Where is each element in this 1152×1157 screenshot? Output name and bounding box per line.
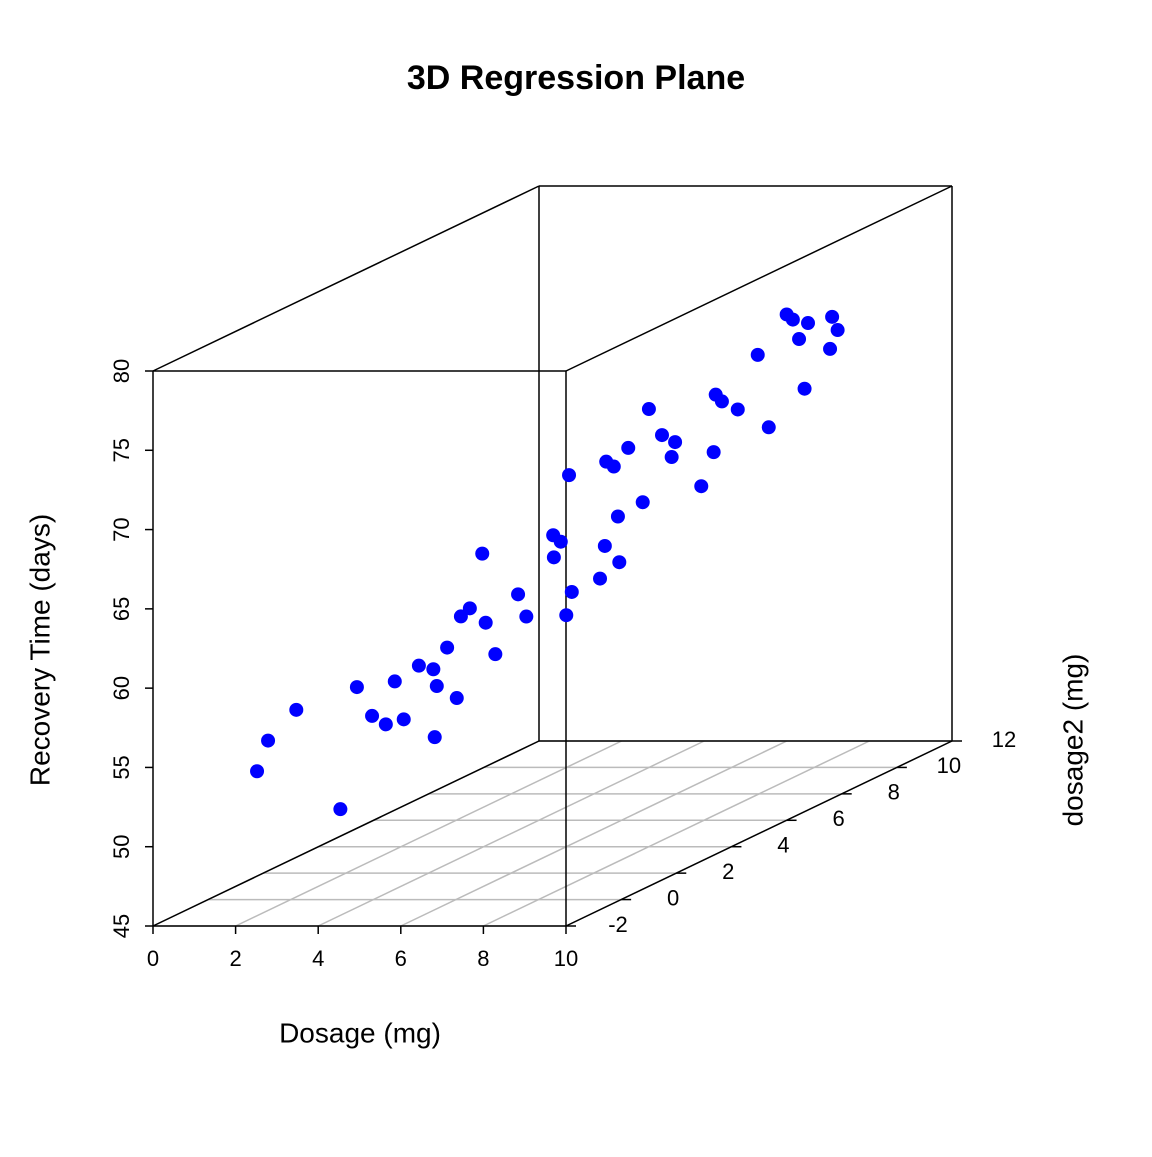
box-edge — [565, 740, 953, 927]
y-tick-label: 10 — [937, 753, 961, 778]
point — [553, 534, 568, 549]
y-tick-label: 0 — [667, 885, 679, 910]
x-tick-label: 0 — [147, 946, 159, 971]
point — [396, 712, 411, 727]
point — [429, 679, 444, 694]
point — [612, 555, 627, 570]
point — [761, 420, 776, 435]
point — [606, 459, 621, 474]
x-tick-label: 2 — [229, 946, 241, 971]
box-edge — [152, 740, 540, 927]
y-tick-label: 8 — [888, 780, 900, 805]
z-tick-label: 75 — [109, 438, 134, 462]
z-tick-label: 65 — [109, 597, 134, 621]
point — [801, 316, 816, 331]
point — [694, 479, 709, 494]
point — [426, 662, 441, 677]
point — [519, 609, 534, 624]
z-axis-title: Recovery Time (days) — [24, 514, 55, 786]
y-tick-label: 6 — [832, 806, 844, 831]
point — [546, 550, 561, 565]
point — [365, 708, 380, 723]
point — [378, 717, 393, 732]
point — [511, 587, 526, 602]
y-tick-label: 2 — [722, 859, 734, 884]
x-tick-label: 8 — [477, 946, 489, 971]
point — [730, 402, 745, 417]
point — [478, 615, 493, 630]
x-tick-label: 4 — [312, 946, 324, 971]
point — [593, 571, 608, 586]
x-axis-title: Dosage (mg) — [279, 1017, 441, 1048]
y-tick-label: 12 — [992, 727, 1016, 752]
grid-line — [400, 740, 788, 927]
point — [289, 702, 304, 717]
box-edge — [565, 185, 953, 372]
grid-line — [483, 740, 870, 927]
point — [562, 468, 577, 483]
point — [825, 309, 840, 324]
point — [411, 658, 426, 673]
point — [664, 450, 679, 465]
point — [750, 347, 765, 362]
point — [333, 802, 348, 817]
point — [488, 647, 503, 662]
point — [641, 402, 656, 417]
point — [261, 733, 276, 748]
point — [349, 680, 364, 695]
chart-title: 3D Regression Plane — [407, 59, 745, 97]
point — [475, 546, 490, 561]
z-tick-label: 55 — [109, 755, 134, 779]
point — [797, 381, 812, 396]
point — [668, 435, 683, 450]
z-tick-label: 80 — [109, 359, 134, 383]
point — [706, 445, 721, 460]
y-axis-title: dosage2 (mg) — [1057, 654, 1088, 827]
z-tick-label: 45 — [109, 914, 134, 938]
point — [714, 394, 729, 409]
point — [610, 509, 625, 524]
z-tick-label: 70 — [109, 517, 134, 541]
point — [449, 691, 464, 706]
point — [635, 495, 650, 510]
z-tick-label: 60 — [109, 676, 134, 700]
z-tick-label: 50 — [109, 834, 134, 858]
grid-line — [317, 740, 705, 927]
point — [453, 609, 468, 624]
point — [564, 584, 579, 599]
x-tick-label: 10 — [554, 946, 578, 971]
point — [427, 730, 442, 745]
box-edge — [152, 185, 540, 372]
grid-line — [235, 740, 622, 927]
point — [830, 323, 845, 338]
y-tick-label: -2 — [608, 912, 628, 937]
point — [250, 764, 265, 779]
point — [792, 332, 807, 347]
y-tick-label: 4 — [777, 833, 789, 858]
point — [823, 341, 838, 356]
point — [559, 608, 574, 623]
point — [597, 538, 612, 553]
x-tick-label: 6 — [395, 946, 407, 971]
point — [387, 674, 402, 689]
point — [655, 428, 670, 443]
point — [621, 440, 636, 455]
point — [462, 601, 477, 616]
point — [785, 312, 800, 327]
point — [440, 640, 455, 655]
